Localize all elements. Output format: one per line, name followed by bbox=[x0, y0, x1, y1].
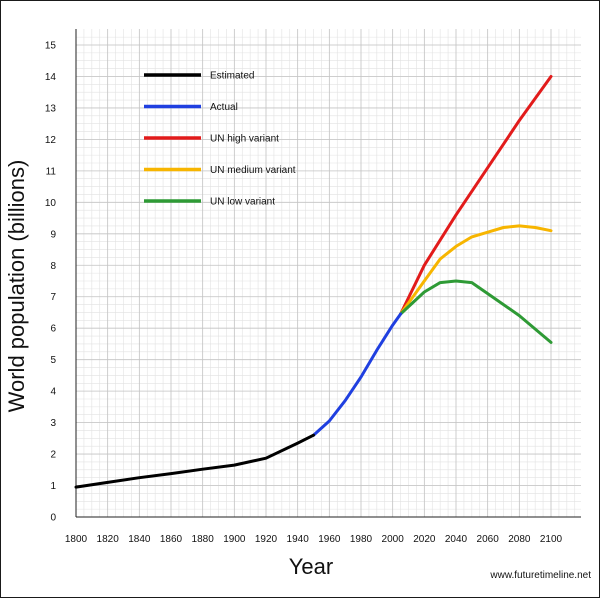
legend: Estimated Actual UN high variant UN medium … bbox=[144, 71, 296, 208]
y-tick-label: 11 bbox=[46, 166, 57, 177]
x-tick-label: 1860 bbox=[160, 534, 183, 545]
x-tick-label: 2000 bbox=[382, 534, 405, 545]
y-tick-label: 6 bbox=[50, 324, 56, 335]
x-tick-label: 2060 bbox=[477, 534, 500, 545]
legend-label: Estimated bbox=[210, 71, 254, 82]
x-tick-label: 1960 bbox=[318, 534, 341, 545]
x-axis-label: Year bbox=[288, 554, 334, 579]
series-lines bbox=[74, 75, 553, 489]
x-tick-label: 1800 bbox=[65, 534, 88, 545]
y-tick-label: 8 bbox=[50, 261, 56, 272]
x-tick-label: 1900 bbox=[223, 534, 246, 545]
y-tick-label: 1 bbox=[50, 481, 56, 492]
series-line-actual bbox=[312, 312, 403, 437]
y-tick-label: 9 bbox=[50, 229, 56, 240]
axes bbox=[75, 29, 581, 518]
x-tick-label: 1980 bbox=[350, 534, 373, 545]
x-tick-label: 2040 bbox=[445, 534, 468, 545]
series-line-un-medium-variant bbox=[399, 224, 553, 316]
legend-label: Actual bbox=[210, 102, 238, 113]
credit-text: www.futuretimeline.net bbox=[490, 570, 591, 581]
y-tick-label: 7 bbox=[50, 292, 56, 303]
y-tick-label: 10 bbox=[45, 198, 57, 209]
x-tick-label: 1920 bbox=[255, 534, 278, 545]
legend-label: UN high variant bbox=[210, 134, 279, 145]
x-tick-label: 1840 bbox=[128, 534, 151, 545]
y-axis-label: World population (billions) bbox=[4, 159, 29, 413]
y-tick-label: 14 bbox=[45, 72, 57, 83]
y-tick-label: 5 bbox=[50, 355, 56, 366]
y-tick-label: 13 bbox=[45, 103, 57, 114]
x-tick-label: 2080 bbox=[508, 534, 531, 545]
y-tick-label: 3 bbox=[50, 418, 56, 429]
x-tick-label: 1820 bbox=[97, 534, 120, 545]
legend-label: UN low variant bbox=[210, 197, 275, 208]
grid-minor bbox=[75, 29, 581, 518]
series-line-estimated bbox=[74, 433, 315, 489]
series-line-un-high-variant bbox=[399, 75, 553, 316]
x-tick-label: 2100 bbox=[540, 534, 563, 545]
y-tick-label: 0 bbox=[50, 513, 56, 524]
x-tick-label: 1880 bbox=[192, 534, 215, 545]
x-tick-label: 2020 bbox=[413, 534, 436, 545]
y-tick-label: 2 bbox=[50, 450, 56, 461]
x-tick-label: 1940 bbox=[287, 534, 310, 545]
y-tick-label: 15 bbox=[45, 41, 57, 52]
y-tick-label: 4 bbox=[50, 387, 56, 398]
legend-label: UN medium variant bbox=[210, 165, 296, 176]
y-tick-label: 12 bbox=[45, 135, 57, 146]
series-line-un-low-variant bbox=[399, 279, 553, 344]
